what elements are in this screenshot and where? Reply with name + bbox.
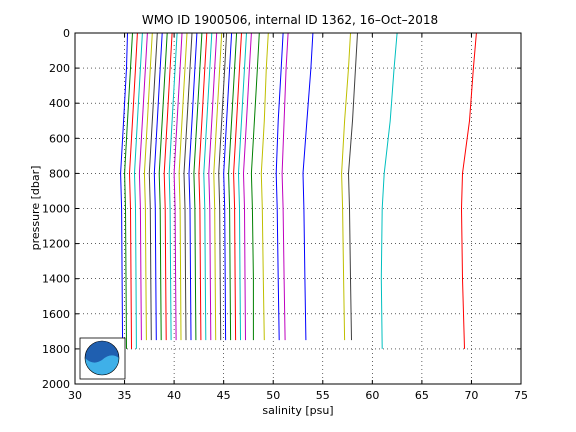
profile-line bbox=[341, 32, 351, 341]
x-tick-label: 35 bbox=[118, 389, 132, 402]
y-tick-label: 600 bbox=[49, 132, 70, 145]
x-tick-label: 75 bbox=[514, 389, 528, 402]
profile-line bbox=[242, 32, 252, 341]
profile-line bbox=[213, 32, 223, 341]
grid-lines bbox=[75, 33, 521, 384]
profile-line bbox=[124, 32, 133, 349]
profile-line bbox=[260, 32, 269, 341]
y-tick-label: 400 bbox=[49, 97, 70, 110]
profile-line bbox=[460, 32, 477, 349]
profile-line bbox=[168, 32, 178, 341]
y-tick-label: 1200 bbox=[42, 238, 70, 251]
profile-line bbox=[173, 32, 183, 341]
y-tick-label: 0 bbox=[63, 27, 70, 40]
y-axis-label: pressure [dbar] bbox=[29, 166, 42, 251]
profile-line bbox=[178, 32, 188, 341]
x-tick-label: 60 bbox=[365, 389, 379, 402]
profile-line bbox=[198, 32, 208, 341]
profile-line bbox=[347, 32, 358, 341]
profile-line bbox=[208, 32, 218, 341]
y-tick-label: 1800 bbox=[42, 343, 70, 356]
profile-line bbox=[163, 32, 173, 341]
x-axis-label: salinity [psu] bbox=[262, 404, 333, 417]
profile-line bbox=[223, 32, 233, 341]
profile-line bbox=[138, 32, 148, 341]
axes: 30 35 40 45 50 55 60 65 70 75 0 200 400 600 800 1000 120… bbox=[42, 27, 528, 402]
x-tick-label: 50 bbox=[266, 389, 280, 402]
y-tick-label: 2000 bbox=[42, 378, 70, 391]
x-tick-label: 30 bbox=[68, 389, 82, 402]
profile-line bbox=[128, 32, 138, 349]
profile-line bbox=[153, 32, 163, 341]
chart-title: WMO ID 1900506, internal ID 1362, 16–Oct… bbox=[142, 13, 438, 27]
profile-line bbox=[133, 32, 143, 349]
profile-line bbox=[183, 32, 193, 341]
profile-line bbox=[158, 32, 168, 341]
x-tick-label: 55 bbox=[316, 389, 330, 402]
noaa-logo bbox=[79, 337, 126, 380]
y-tick-label: 1600 bbox=[42, 308, 70, 321]
profile-line bbox=[275, 32, 284, 341]
x-tick-label: 45 bbox=[217, 389, 231, 402]
profile-line bbox=[188, 32, 198, 341]
profile-line bbox=[148, 32, 158, 341]
profile-line bbox=[218, 32, 228, 341]
profile-line bbox=[233, 32, 242, 341]
x-tick-label: 70 bbox=[464, 389, 478, 402]
y-tick-label: 800 bbox=[49, 167, 70, 180]
profile-line bbox=[302, 32, 314, 341]
series-lines bbox=[120, 32, 477, 349]
y-tick-label: 200 bbox=[49, 62, 70, 75]
y-tick-label: 1000 bbox=[42, 203, 70, 216]
profile-line bbox=[143, 32, 153, 341]
x-tick-label: 65 bbox=[415, 389, 429, 402]
profile-line bbox=[120, 32, 128, 349]
profile-line bbox=[380, 32, 398, 349]
profile-line bbox=[281, 32, 289, 341]
profile-line bbox=[228, 32, 238, 341]
profile-line bbox=[250, 32, 260, 341]
y-tick-label: 1400 bbox=[42, 273, 70, 286]
profile-line bbox=[193, 32, 203, 341]
x-tick-label: 40 bbox=[167, 389, 181, 402]
profile-line bbox=[203, 32, 213, 341]
profile-line bbox=[237, 32, 247, 341]
